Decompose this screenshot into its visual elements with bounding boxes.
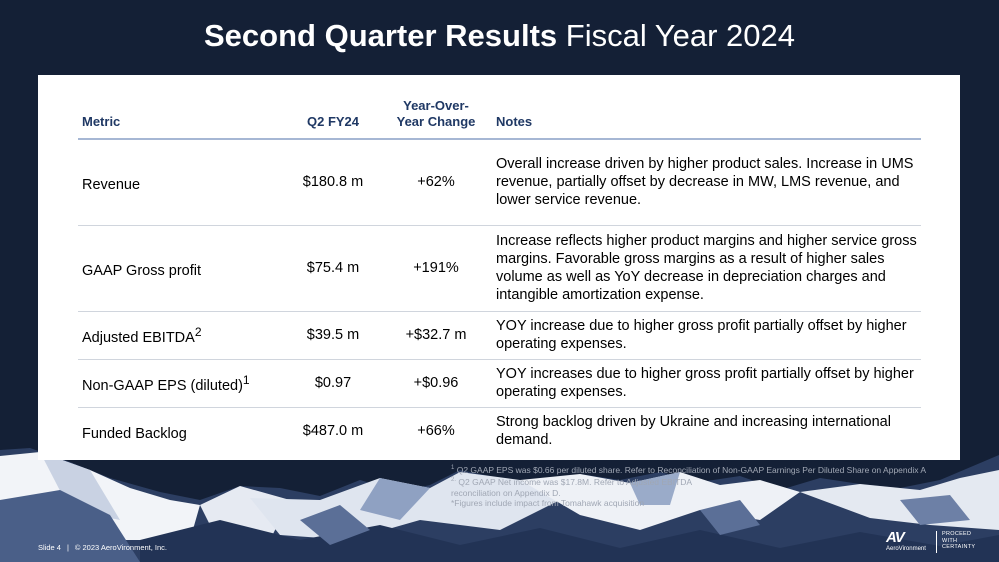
slide-title: Second Quarter Results Fiscal Year 2024 <box>0 14 999 58</box>
footnote-1-marker: 1 <box>451 465 455 471</box>
metric-sup: 1 <box>242 373 250 388</box>
title-bold: Second Quarter Results <box>204 18 558 53</box>
header-yoy-line2: Year Change <box>396 114 476 129</box>
header-metric: Metric <box>78 98 286 140</box>
tagline-line3: CERTAINTY <box>942 544 976 550</box>
row-q2-value: $39.5 m <box>286 311 380 360</box>
table-row: Adjusted EBITDA2 $39.5 m +$32.7 m YOY in… <box>78 311 921 360</box>
table-row: Non-GAAP EPS (diluted)1 $0.97 +$0.96 YOY… <box>78 359 921 408</box>
footer-separator: | <box>66 543 69 552</box>
copyright: © 2023 AeroVironment, Inc. <box>74 543 167 552</box>
metric-label: Revenue <box>82 177 141 194</box>
footnotes: 1 Q2 GAAP EPS was $0.66 per diluted shar… <box>451 463 951 509</box>
header-yoy: Year-Over- Year Change <box>380 98 492 140</box>
footnote-2-marker: 2. <box>451 477 457 484</box>
row-metric: Funded Backlog <box>78 407 286 455</box>
table-header-row: Metric Q2 FY24 Year-Over- Year Change No… <box>78 98 921 140</box>
row-q2-value: $487.0 m <box>302 423 364 440</box>
footnote-1-text: Q2 GAAP EPS was $0.66 per diluted share.… <box>456 464 927 475</box>
footnote-2-cont: reconciliation on Appendix D. <box>451 487 561 498</box>
company-logo: AV AeroVironment PROCEED WITH CERTAINTY <box>884 530 994 556</box>
row-q2-value: $0.97 <box>286 359 380 408</box>
row-metric: Adjusted EBITDA2 <box>78 311 286 360</box>
row-notes: Strong backlog driven by Ukraine and inc… <box>496 414 891 449</box>
row-q2-value: $75.4 m <box>286 225 380 312</box>
row-q2-value: $180.8 m <box>286 139 380 226</box>
row-notes: YOY increases due to higher gross profit… <box>492 359 921 408</box>
row-notes: YOY increase due to higher gross profit … <box>492 311 921 360</box>
table-row: GAAP Gross profit $75.4 m +191% Increase… <box>78 225 921 312</box>
row-yoy-value: +191% <box>380 225 492 312</box>
footnote-1: 1 Q2 GAAP EPS was $0.66 per diluted shar… <box>451 463 951 475</box>
footnote-2: 2. Q2 GAAP Net income was $17.8M. Refer … <box>451 475 951 487</box>
tagline-line1: PROCEED <box>942 531 972 537</box>
logo-divider <box>936 531 937 553</box>
row-yoy-value: +$0.96 <box>380 359 492 408</box>
header-q2: Q2 FY24 <box>286 98 380 140</box>
row-yoy-value: +$32.7 m <box>380 311 492 360</box>
row-yoy-value: +62% <box>380 139 492 226</box>
metric-sup: 2 <box>194 325 202 340</box>
slide-number: Slide 4 <box>38 543 61 552</box>
table-row: Funded Backlog $487.0 m +66% Strong back… <box>78 407 921 455</box>
row-metric: GAAP Gross profit <box>78 225 286 312</box>
slide-footer: Slide 4 | © 2023 AeroVironment, Inc. <box>38 543 167 552</box>
row-metric: Revenue <box>78 139 286 226</box>
row-notes: Overall increase driven by higher produc… <box>492 139 921 226</box>
av-logo-icon: AV <box>886 529 905 546</box>
logo-brand: AeroVironment <box>886 546 926 552</box>
metric-label: GAAP Gross profit <box>82 262 201 279</box>
tagline-line2: WITH <box>942 537 958 544</box>
metric-label: Non-GAAP EPS (diluted) <box>82 377 243 394</box>
results-table: Metric Q2 FY24 Year-Over- Year Change No… <box>78 98 921 455</box>
row-metric: Non-GAAP EPS (diluted)1 <box>78 359 286 408</box>
header-notes: Notes <box>492 98 921 140</box>
row-yoy-value: +66% <box>417 423 455 440</box>
header-yoy-line1: Year-Over- <box>403 98 469 113</box>
table-row: Revenue $180.8 m +62% Overall increase d… <box>78 139 921 226</box>
title-light: Fiscal Year 2024 <box>565 18 795 53</box>
row-notes: Increase reflects higher product margins… <box>492 225 921 312</box>
logo-tagline: PROCEED WITH CERTAINTY <box>942 531 975 551</box>
footnote-3: *Figures include impact from Tomahawk ac… <box>451 498 645 509</box>
metric-label: Funded Backlog <box>82 426 187 443</box>
footnote-2-line1: Q2 GAAP Net income was $17.8M. Refer to … <box>458 477 693 488</box>
metric-label: Adjusted EBITDA <box>82 329 195 346</box>
